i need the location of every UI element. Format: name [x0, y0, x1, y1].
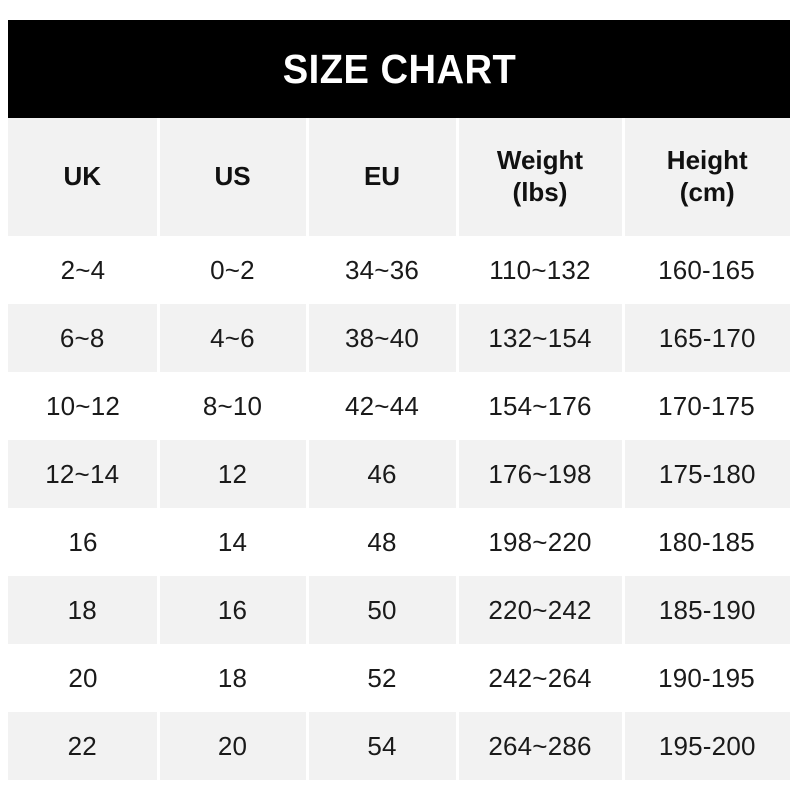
cell-weight: 154~176: [457, 372, 623, 440]
size-chart: SIZE CHART UK US EU Weight (lbs): [8, 20, 790, 780]
table-row: 12~14 12 46 176~198 175-180: [8, 440, 790, 508]
column-header-eu: EU: [307, 118, 459, 236]
table-row: 16 14 48 198~220 180-185: [8, 508, 790, 576]
cell-uk: 18: [8, 576, 160, 644]
cell-us: 8~10: [158, 372, 307, 440]
cell-height: 190-195: [623, 644, 790, 712]
size-chart-table: UK US EU Weight (lbs) Height (cm): [8, 118, 790, 780]
cell-height: 160-165: [623, 236, 790, 304]
cell-height: 165-170: [623, 304, 790, 372]
title-banner: SIZE CHART: [8, 20, 790, 118]
cell-uk: 20: [8, 644, 158, 712]
cell-height: 170-175: [623, 372, 790, 440]
cell-weight: 220~242: [457, 576, 625, 644]
column-header-eu-label: EU: [363, 161, 401, 192]
cell-us: 20: [158, 712, 309, 780]
column-header-height-unit: (cm): [679, 177, 735, 207]
cell-uk: 2~4: [8, 236, 158, 304]
cell-height: 185-190: [623, 576, 790, 644]
cell-eu: 54: [307, 712, 459, 780]
column-header-uk-label: UK: [63, 161, 102, 192]
column-header-height: Height (cm): [623, 118, 790, 236]
table-header-row: UK US EU Weight (lbs) Height (cm): [8, 118, 790, 236]
cell-weight: 110~132: [457, 236, 623, 304]
column-header-us-label: US: [214, 161, 251, 192]
cell-uk: 22: [8, 712, 160, 780]
cell-eu: 34~36: [307, 236, 457, 304]
cell-uk: 10~12: [8, 372, 158, 440]
table-header: UK US EU Weight (lbs) Height (cm): [8, 118, 790, 236]
table-row: 18 16 50 220~242 185-190: [8, 576, 790, 644]
cell-height: 175-180: [623, 440, 790, 508]
cell-us: 14: [158, 508, 307, 576]
table-row: 20 18 52 242~264 190-195: [8, 644, 790, 712]
cell-eu: 46: [307, 440, 459, 508]
cell-us: 12: [158, 440, 309, 508]
cell-weight: 264~286: [457, 712, 625, 780]
cell-uk: 12~14: [8, 440, 160, 508]
column-header-weight-unit: (lbs): [512, 177, 568, 207]
cell-us: 18: [158, 644, 307, 712]
table-row: 2~4 0~2 34~36 110~132 160-165: [8, 236, 790, 304]
cell-us: 0~2: [158, 236, 307, 304]
cell-eu: 50: [307, 576, 459, 644]
cell-eu: 42~44: [307, 372, 457, 440]
cell-eu: 38~40: [307, 304, 459, 372]
column-header-us: US: [158, 118, 309, 236]
page-title: SIZE CHART: [282, 45, 516, 92]
cell-height: 180-185: [623, 508, 790, 576]
cell-uk: 16: [8, 508, 158, 576]
cell-uk: 6~8: [8, 304, 160, 372]
cell-us: 16: [158, 576, 309, 644]
table-row: 22 20 54 264~286 195-200: [8, 712, 790, 780]
column-header-weight: Weight (lbs): [457, 118, 625, 236]
table-row: 6~8 4~6 38~40 132~154 165-170: [8, 304, 790, 372]
cell-height: 195-200: [623, 712, 790, 780]
column-header-weight-label: Weight: [496, 145, 584, 176]
cell-weight: 176~198: [457, 440, 625, 508]
cell-eu: 52: [307, 644, 457, 712]
cell-us: 4~6: [158, 304, 309, 372]
column-header-uk: UK: [8, 118, 160, 236]
cell-eu: 48: [307, 508, 457, 576]
cell-weight: 242~264: [457, 644, 623, 712]
cell-weight: 198~220: [457, 508, 623, 576]
table-row: 10~12 8~10 42~44 154~176 170-175: [8, 372, 790, 440]
column-header-height-label: Height: [666, 145, 748, 176]
table-body: 2~4 0~2 34~36 110~132 160-165 6~8 4~6 38…: [8, 236, 790, 780]
cell-weight: 132~154: [457, 304, 625, 372]
